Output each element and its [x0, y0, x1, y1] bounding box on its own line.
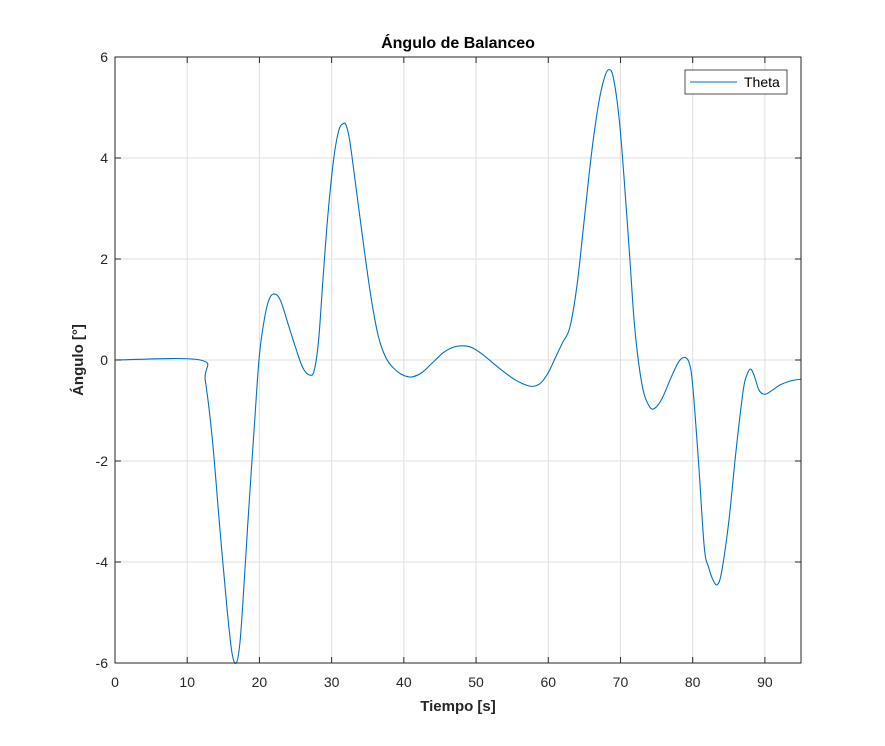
x-tick-label: 40: [396, 674, 412, 690]
y-tick-label: 4: [100, 150, 108, 166]
series-line-theta: [114, 69, 802, 664]
y-axis-label: Ángulo [°]: [70, 324, 87, 396]
y-tick-labels: -6 -4 -2 0 2 4 6: [96, 49, 109, 671]
y-tick-label: -2: [96, 453, 109, 469]
y-tick-label: 6: [100, 49, 108, 65]
x-tick-label: 70: [613, 674, 629, 690]
x-tick-labels: 0 10 20 30 40 50 60 70 80 90: [111, 674, 773, 690]
x-tick-label: 20: [252, 674, 268, 690]
grid: [115, 57, 801, 663]
x-tick-label: 80: [685, 674, 701, 690]
x-tick-label: 10: [179, 674, 195, 690]
x-tick-label: 90: [757, 674, 773, 690]
chart-title: Ángulo de Balanceo: [381, 33, 535, 52]
x-tick-label: 30: [324, 674, 340, 690]
ticks: [114, 56, 801, 664]
y-tick-label: 2: [100, 251, 108, 267]
legend-label-theta: Theta: [744, 74, 780, 90]
x-tick-label: 50: [468, 674, 484, 690]
legend: Theta: [684, 69, 788, 95]
x-axis-label: Tiempo [s]: [420, 698, 496, 715]
x-tick-label: 60: [540, 674, 556, 690]
series-layer: [114, 69, 802, 664]
x-tick-label: 0: [111, 674, 119, 690]
y-tick-label: 0: [100, 352, 108, 368]
y-tick-label: -6: [96, 655, 109, 671]
y-tick-label: -4: [96, 554, 109, 570]
